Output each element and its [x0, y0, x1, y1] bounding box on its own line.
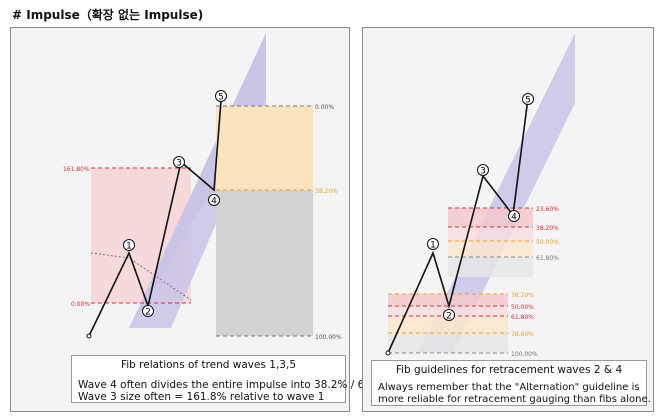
left-caption: Fib relations of trend waves 1,3,5 Wave … — [71, 355, 395, 403]
right-diagram: 1 2 3 4 5 23.60% 38.20% 50.00% 61.80% 38… — [385, 33, 575, 358]
left-diagram: 1 2 3 4 5 0.00% 161.80% 38.20% 0.00% 100… — [63, 33, 342, 341]
wave-start-point — [385, 350, 391, 356]
wave-start-point — [86, 333, 92, 339]
svg-text:4: 4 — [211, 197, 217, 207]
wave-marker-5: 5 — [522, 93, 534, 106]
svg-text:3: 3 — [176, 159, 182, 169]
svg-text:1: 1 — [126, 242, 132, 252]
wave4-gray-zone — [216, 190, 313, 336]
label-bottom: 100.00% — [511, 351, 538, 358]
label-zero: 0.00% — [71, 301, 90, 308]
impulse-wave-path — [387, 97, 529, 354]
wave4-zone-618 — [448, 257, 533, 277]
right-caption-line1: Always remember that the "Alternation" g… — [378, 382, 640, 393]
wave-marker-2: 2 — [443, 309, 455, 322]
label-bottom: 100.00% — [315, 334, 342, 341]
label-1618: 161.80% — [63, 166, 90, 173]
left-caption-line2: Wave 3 size often = 161.8% relative to w… — [78, 391, 325, 403]
wave-marker-4: 4 — [208, 194, 220, 207]
right-panel: 1 2 3 4 5 23.60% 38.20% 50.00% 61.80% 38… — [362, 27, 654, 412]
impulse-wave-path — [88, 100, 222, 337]
wave-marker-3: 3 — [173, 156, 185, 169]
left-caption-heading: Fib relations of trend waves 1,3,5 — [120, 359, 296, 371]
wave-marker-2: 2 — [142, 305, 154, 318]
svg-text:2: 2 — [446, 312, 452, 322]
wave1-projection — [90, 252, 192, 301]
w4-label-382: 38.20% — [536, 225, 559, 232]
w2-label-618: 61.80% — [511, 314, 534, 321]
svg-text:1: 1 — [430, 241, 436, 251]
wave4-zone-500 — [448, 241, 533, 257]
svg-text:4: 4 — [511, 213, 517, 223]
wave4-zone-382 — [448, 227, 533, 241]
wave4-zone-236 — [448, 208, 533, 227]
right-caption: Fib guidelines for retracement waves 2 &… — [371, 360, 651, 406]
svg-text:2: 2 — [145, 308, 151, 318]
w4-label-618: 61.80% — [536, 255, 559, 262]
wave-marker-1: 1 — [427, 238, 439, 251]
wave-marker-5: 5 — [215, 90, 227, 103]
wave2-zone-786 — [388, 333, 508, 353]
wave-marker-4: 4 — [508, 210, 520, 223]
svg-text:5: 5 — [525, 96, 531, 106]
wave-marker-1: 1 — [123, 239, 135, 252]
w2-label-382: 38.20% — [511, 292, 534, 299]
wave4-orange-zone — [216, 106, 313, 190]
wave-marker-3: 3 — [477, 164, 489, 177]
wave2-zone-618 — [388, 316, 508, 333]
left-caption-line1: Wave 4 often divides the entire impulse … — [78, 379, 395, 391]
label-top: 0.00% — [315, 104, 334, 111]
w4-label-500: 50.00% — [536, 239, 559, 246]
w2-label-786: 78.60% — [511, 331, 534, 338]
svg-text:3: 3 — [480, 167, 486, 177]
left-panel: 1 2 3 4 5 0.00% 161.80% 38.20% 0.00% 100… — [10, 27, 395, 412]
w4-label-236: 23.60% — [536, 206, 559, 213]
label-382: 38.20% — [315, 188, 338, 195]
svg-text:5: 5 — [218, 93, 224, 103]
right-caption-heading: Fib guidelines for retracement waves 2 &… — [395, 364, 623, 376]
right-caption-line2: more reliable for retracement gauging th… — [378, 394, 651, 405]
w2-label-500: 50.00% — [511, 304, 534, 311]
page-title: # Impulse（확장 없는 Impulse) — [12, 8, 204, 22]
